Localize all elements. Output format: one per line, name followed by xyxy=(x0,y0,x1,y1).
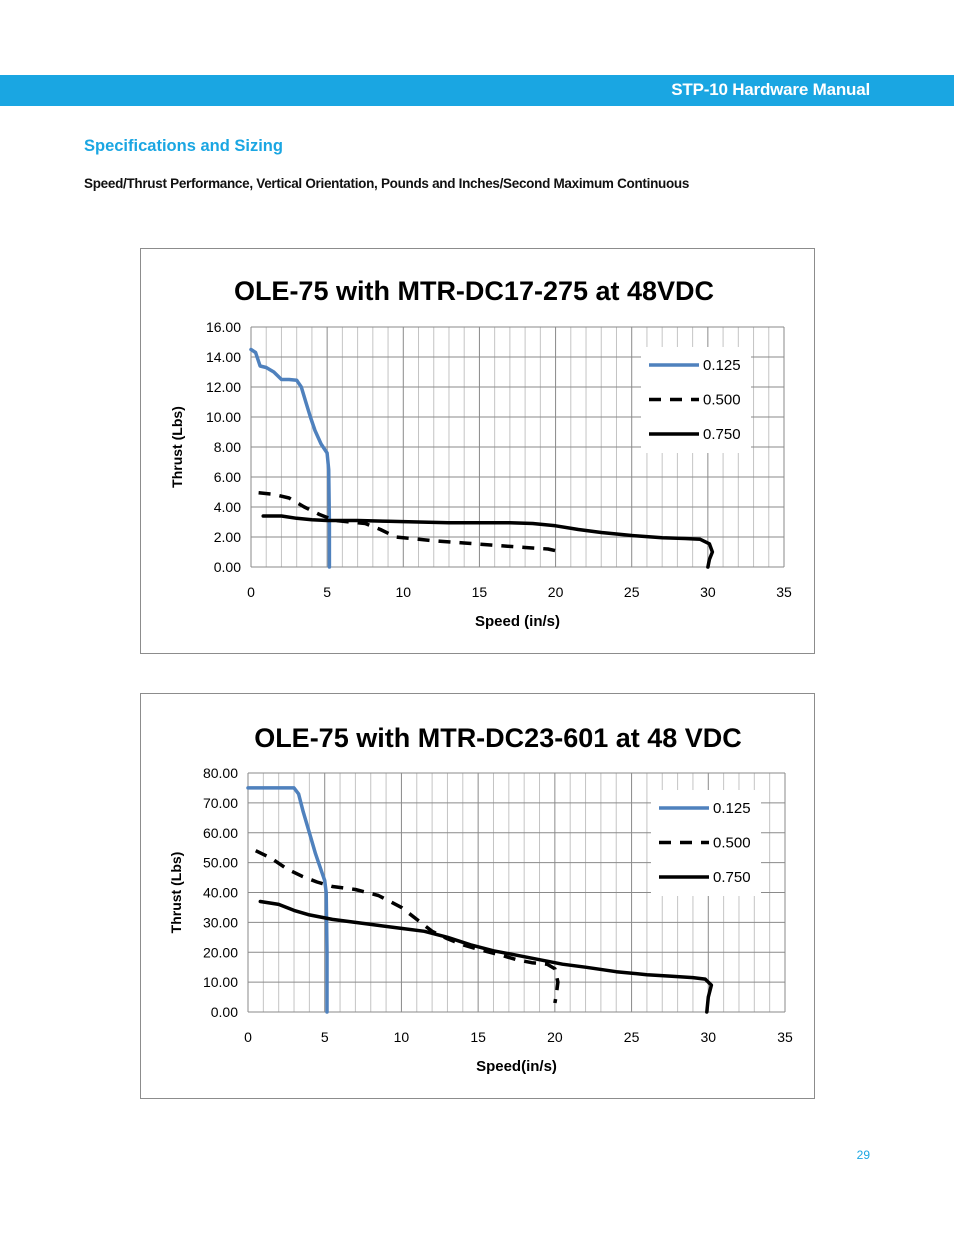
chart2-series-line-0.500 xyxy=(254,849,560,1004)
chart1-y-tick-label: 12.00 xyxy=(206,379,241,395)
chart2-x-tick-label: 0 xyxy=(244,1029,252,1045)
chart2-legend-label-0.125: 0.125 xyxy=(713,800,751,817)
chart2-x-tick-label: 35 xyxy=(777,1029,793,1045)
header-bar: STP-10 Hardware Manual xyxy=(0,75,954,106)
chart1-y-tick-label: 10.00 xyxy=(206,409,241,425)
chart1-y-tick-label: 4.00 xyxy=(214,499,241,515)
chart1-x-tick-label: 0 xyxy=(247,584,255,600)
chart2-x-tick-label: 20 xyxy=(547,1029,563,1045)
chart-ole75-dc17: OLE-75 with MTR-DC17-275 at 48VDC 0.00 2.0… xyxy=(140,248,815,654)
chart2-x-tick-label: 15 xyxy=(470,1029,486,1045)
chart2-y-tick-label: 0.00 xyxy=(211,1004,238,1020)
chart2-y-tick-label: 80.00 xyxy=(203,765,238,781)
chart1-y-tick-label: 8.00 xyxy=(214,439,241,455)
header-title: STP-10 Hardware Manual xyxy=(671,80,870,99)
chart1-x-tick-label: 35 xyxy=(776,584,792,600)
chart1-x-tick-label: 30 xyxy=(700,584,716,600)
chart2-series-line-0.125 xyxy=(246,786,329,1014)
chart1-y-tick-label: 0.00 xyxy=(214,559,241,575)
chart2-x-axis-label: Speed(in/s) xyxy=(476,1058,557,1075)
chart1-x-tick-label: 10 xyxy=(395,584,411,600)
chart2-legend: 0.125 0.500 0.750 xyxy=(651,790,761,896)
chart2-y-tick-label: 50.00 xyxy=(203,855,238,871)
chart2-legend-label-0.500: 0.500 xyxy=(713,835,751,852)
chart2-title: OLE-75 with MTR-DC23-601 at 48 VDC xyxy=(254,723,742,753)
chart2-y-axis-label: Thrust (Lbs) xyxy=(168,852,184,934)
chart1-y-tick-label: 16.00 xyxy=(206,319,241,335)
chart2-x-tick-label: 30 xyxy=(700,1029,716,1045)
chart1-legend-label-0.750: 0.750 xyxy=(703,426,741,443)
chart-svg-2: OLE-75 with MTR-DC23-601 at 48 VDC 0.00 10… xyxy=(168,723,793,1075)
chart2-y-tick-label: 20.00 xyxy=(203,944,238,960)
chart2-x-tick-label: 5 xyxy=(321,1029,329,1045)
chart1-series-line-0.750 xyxy=(261,514,715,569)
chart2-y-tick-label: 10.00 xyxy=(203,974,238,990)
chart-ole75-dc23: OLE-75 with MTR-DC23-601 at 48 VDC 0.00 10… xyxy=(140,693,815,1099)
chart1-series-line-0.500 xyxy=(258,491,559,554)
chart-svg-1: OLE-75 with MTR-DC17-275 at 48VDC 0.00 2.0… xyxy=(169,276,792,630)
chart1-x-tick-label: 20 xyxy=(548,584,564,600)
page-number: 29 xyxy=(856,1148,870,1162)
chart1-title: OLE-75 with MTR-DC17-275 at 48VDC xyxy=(234,276,714,306)
subsection-title: Speed/Thrust Performance, Vertical Orien… xyxy=(84,176,690,191)
chart1-x-tick-label: 5 xyxy=(323,584,331,600)
chart2-x-tick-label: 10 xyxy=(394,1029,410,1045)
chart1-y-tick-label: 2.00 xyxy=(214,529,241,545)
chart2-y-tick-label: 60.00 xyxy=(203,825,238,841)
chart2-x-tick-label: 25 xyxy=(624,1029,640,1045)
chart2-y-tick-label: 40.00 xyxy=(203,885,238,901)
chart1-legend: 0.125 0.500 0.750 xyxy=(641,347,751,453)
chart1-y-axis-label: Thrust (Lbs) xyxy=(169,406,185,488)
chart1-legend-label-0.125: 0.125 xyxy=(703,357,741,374)
chart1-series-line-0.125 xyxy=(249,347,332,569)
section-title: Specifications and Sizing xyxy=(84,137,283,155)
chart2-y-tick-label: 30.00 xyxy=(203,914,238,930)
chart2-legend-label-0.750: 0.750 xyxy=(713,869,751,886)
chart1-x-tick-label: 25 xyxy=(624,584,640,600)
chart1-y-tick-label: 14.00 xyxy=(206,349,241,365)
chart2-series-line-0.750 xyxy=(258,899,714,1014)
chart2-y-tick-label: 70.00 xyxy=(203,795,238,811)
chart1-x-tick-label: 15 xyxy=(472,584,488,600)
chart1-legend-label-0.500: 0.500 xyxy=(703,392,741,409)
chart1-y-tick-label: 6.00 xyxy=(214,469,241,485)
chart1-x-axis-label: Speed (in/s) xyxy=(475,613,560,630)
